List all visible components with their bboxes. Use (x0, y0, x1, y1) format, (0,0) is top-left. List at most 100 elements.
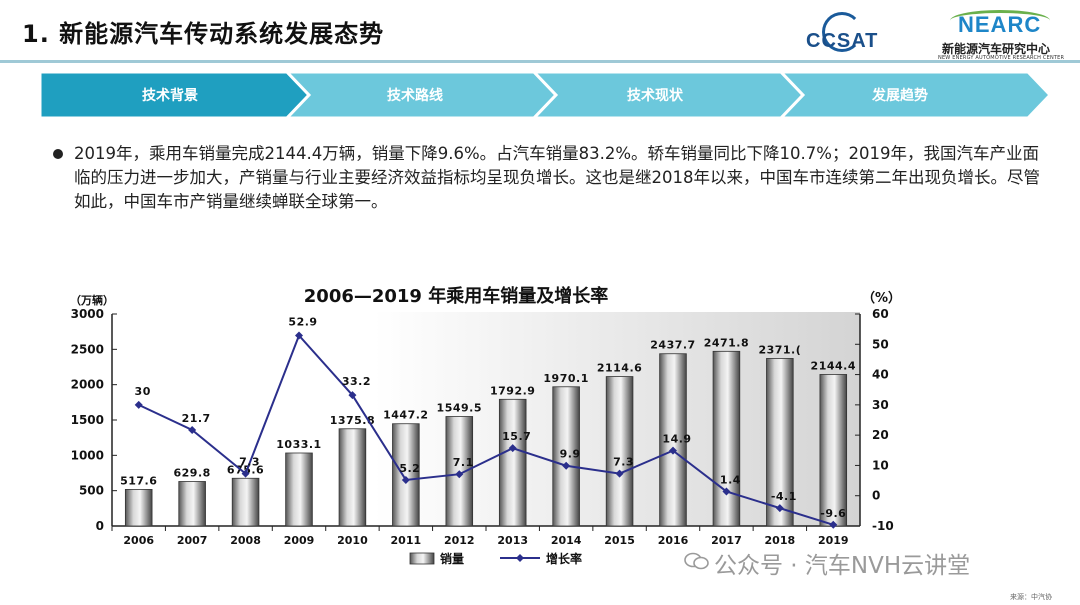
bullet-text: 2019年，乘用车销量完成2144.4万辆，销量下降9.6%。占汽车销量83.2… (74, 144, 1040, 211)
arc-icon (950, 10, 1050, 31)
growth-point-2007 (188, 425, 197, 434)
bar-label: 2471.8 (704, 336, 749, 349)
bar-label: 2114.6 (597, 362, 642, 375)
growth-rate-line (138, 333, 834, 526)
progress-nav: 技术背景 技术路线 技术现状 发展趋势 (40, 72, 1050, 118)
x-tick-label: 2018 (765, 534, 796, 547)
left-axis-unit: （万辆） (70, 293, 114, 307)
bar-2006 (124, 489, 153, 527)
nav-arrows (40, 72, 1050, 118)
nearc-logo: NEARC 新能源汽车研究中心 NEW ENERGY AUTOMOTIVE RE… (930, 8, 1070, 61)
bar-label: 1792.9 (490, 384, 535, 397)
legend-bar-swatch (409, 552, 435, 565)
growth-point-2009 (295, 331, 303, 340)
bar-2019 (819, 374, 848, 527)
right-tick-label: 30 (872, 398, 889, 412)
bar-label: 1970.1 (543, 372, 588, 385)
bar-label: 1375.8 (330, 414, 375, 427)
bullet-item: 2019年，乘用车销量完成2144.4万辆，销量下降9.6%。占汽车销量83.2… (48, 142, 1048, 214)
header-divider (0, 60, 1080, 63)
right-tick-label: 50 (872, 337, 889, 351)
x-tick-label: 2012 (444, 534, 475, 547)
growth-point-2012 (455, 470, 464, 479)
left-tick-label: 0 (96, 519, 104, 533)
bar-2017 (712, 350, 741, 527)
left-tick-label: 3000 (71, 307, 104, 321)
bar-label: 1549.5 (437, 402, 482, 415)
x-tick-label: 2017 (711, 534, 742, 547)
bullet-dot (53, 149, 63, 159)
legend-line-label: 增长率 (546, 551, 582, 566)
x-tick-label: 2016 (658, 534, 689, 547)
x-tick-label: 2006 (123, 534, 154, 547)
bar-2014 (552, 386, 580, 527)
x-tick-label: 2013 (497, 534, 528, 547)
bar-label: 517.6 (120, 474, 157, 487)
growth-point-2019 (829, 520, 838, 529)
x-tick-label: 2014 (551, 534, 582, 547)
growth-label: -9.6 (820, 507, 846, 520)
right-tick-label: 10 (872, 458, 889, 472)
bar-label: 1447.2 (383, 409, 428, 422)
bar-2018 (766, 358, 794, 527)
nearc-logo-text: NEARC (958, 12, 1042, 37)
x-tick-label: 2011 (391, 534, 422, 547)
nav-step-trend[interactable]: 发展趋势 (872, 88, 928, 104)
growth-point-2017 (722, 487, 731, 496)
growth-label: 30 (135, 385, 151, 398)
growth-label: 14.9 (662, 433, 691, 446)
growth-label: -4.1 (771, 490, 797, 503)
right-axis-unit: （%） (862, 290, 901, 306)
bar-2013 (498, 398, 527, 527)
x-tick-label: 2008 (230, 534, 261, 547)
growth-label: 33.2 (342, 375, 371, 388)
x-tick-label: 2019 (818, 534, 849, 547)
right-tick-label: -10 (872, 519, 894, 533)
growth-label: 7.3 (613, 456, 634, 469)
nearc-en-name: NEW ENERGY AUTOMOTIVE RESEARCH CENTER (938, 55, 1065, 61)
nav-step-status[interactable]: 技术现状 (627, 88, 683, 104)
growth-point-2015 (615, 469, 624, 478)
bar-2010 (338, 428, 367, 527)
legend-line-marker (516, 554, 524, 562)
bar-label: 629.8 (173, 466, 210, 479)
left-tick-label: 2000 (71, 378, 104, 392)
growth-label: 5.2 (399, 462, 420, 475)
nav-chevron (531, 72, 806, 118)
nav-step-background[interactable]: 技术背景 (142, 88, 198, 104)
ccsat-logo-text: CCSAT (806, 30, 879, 52)
sales-chart: 2006—2019 年乘用车销量及增长率 （万辆） （%） 0 500 1000 1500 2… (60, 278, 940, 578)
growth-point-2006 (134, 400, 143, 409)
left-tick-label: 1000 (71, 448, 104, 462)
nav-step-route[interactable]: 技术路线 (387, 88, 443, 104)
bar-2016 (659, 353, 687, 527)
wechat-icon (684, 552, 709, 570)
globe-ring-icon (822, 12, 862, 52)
left-tick-label: 2500 (71, 342, 104, 356)
bar-2008 (231, 477, 260, 527)
bar-label: 2144.4 (811, 359, 856, 372)
right-tick-label: 0 (872, 489, 880, 503)
watermark: 公众号 · 汽车NVH云讲堂 (714, 553, 971, 579)
ccsat-logo: CCSAT (800, 8, 900, 60)
growth-label: 7.1 (453, 456, 474, 469)
page-title: 1. 新能源汽车传动系统发展态势 (22, 20, 385, 48)
growth-label: 7.3 (239, 456, 260, 469)
x-tick-label: 2009 (284, 534, 315, 547)
growth-point-2014 (562, 461, 571, 470)
x-tick-label: 2007 (177, 534, 208, 547)
growth-label: 21.7 (182, 412, 211, 425)
growth-label: 52.9 (288, 316, 317, 329)
growth-point-2010 (348, 391, 357, 400)
growth-point-2008 (241, 469, 250, 478)
chart-svg: 2006—2019 年乘用车销量及增长率（万辆） （%）0500100015002… (70, 285, 901, 566)
bar-label: 1033.1 (276, 438, 321, 451)
left-tick-label: 500 (79, 484, 104, 498)
growth-label: 9.9 (560, 448, 581, 461)
growth-label: 15.7 (502, 430, 531, 443)
growth-point-2018 (775, 504, 784, 513)
growth-point-2013 (508, 444, 517, 453)
right-tick-label: 60 (872, 307, 889, 321)
source-note: 来源：中汽协 (1010, 593, 1052, 601)
x-tick-label: 2015 (604, 534, 635, 547)
